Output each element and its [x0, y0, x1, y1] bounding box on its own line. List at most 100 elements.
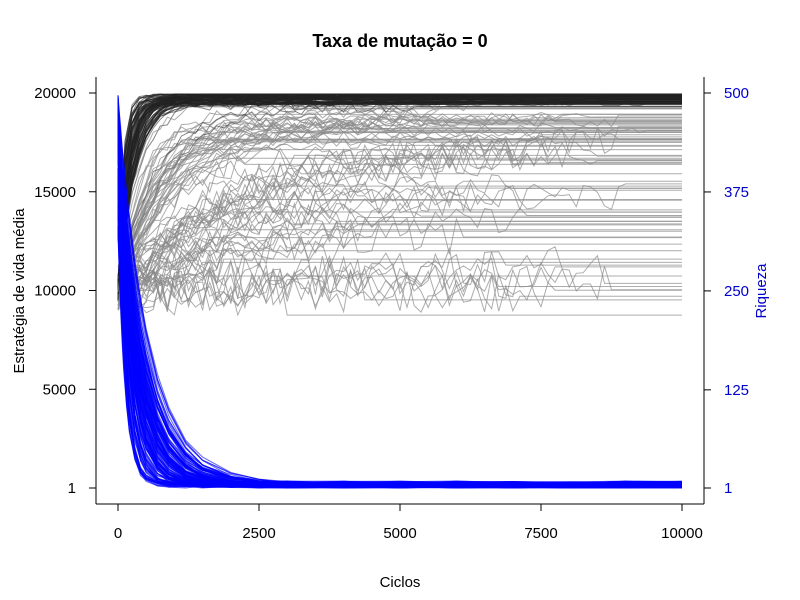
strategy-series-line [117, 273, 682, 317]
wealth-series-line [117, 97, 683, 485]
strategy-series-line [117, 147, 682, 289]
strategy-series-line [117, 250, 682, 305]
strategy-series-line [117, 251, 682, 304]
right-y-axis-ticks: 1 125 250 375 500 [704, 85, 749, 497]
strategy-series-line [117, 122, 682, 284]
wealth-series-line [117, 144, 683, 488]
strategy-series-line [117, 147, 682, 298]
right-y-tick-label: 250 [724, 283, 749, 300]
strategy-series-line [117, 121, 682, 292]
chart-title: Taxa de mutação = 0 [312, 31, 487, 51]
strategy-series-line [117, 96, 682, 295]
strategy-series-line [117, 128, 682, 288]
strategy-series-line [117, 252, 682, 318]
left-y-tick-label: 1 [68, 480, 76, 497]
wealth-series-line [117, 199, 683, 487]
wealth-series-line [117, 187, 683, 486]
left-y-tick-label: 15000 [34, 184, 76, 201]
wealth-series-line [117, 183, 683, 485]
strategy-series-line [117, 269, 682, 316]
wealth-series-line [117, 203, 683, 486]
wealth-series-line [117, 147, 683, 487]
strategy-series-line [117, 152, 682, 282]
wealth-series-line [117, 157, 683, 489]
strategy-series-line [117, 117, 682, 293]
strategy-series-line [117, 191, 682, 281]
x-tick-label: 7500 [524, 525, 557, 542]
wealth-series-line [117, 227, 683, 486]
strategy-series-line [117, 198, 682, 310]
wealth-series-line [117, 227, 683, 487]
wealth-series-group [117, 95, 683, 489]
wealth-series-line [117, 179, 683, 488]
strategy-series-line [117, 121, 682, 286]
strategy-series-line [117, 100, 682, 284]
strategy-series-line [117, 93, 682, 294]
left-y-tick-label: 20000 [34, 85, 76, 102]
strategy-series-line [117, 265, 682, 311]
strategy-series-line [117, 219, 682, 287]
wealth-series-line [117, 151, 683, 486]
wealth-series-line [117, 197, 683, 488]
strategy-series-line [117, 165, 682, 299]
strategy-series-line [117, 145, 682, 287]
x-tick-label: 0 [114, 525, 122, 542]
strategy-series-line [117, 141, 682, 290]
strategy-series-line [117, 138, 682, 281]
x-axis-label: Ciclos [380, 574, 421, 591]
strategy-series-line [117, 200, 682, 307]
wealth-series-line [117, 188, 683, 488]
strategy-series-line [117, 254, 682, 288]
wealth-series-line [117, 196, 683, 487]
strategy-series-group [117, 93, 682, 318]
x-axis-ticks: 0 2500 5000 7500 10000 [114, 504, 703, 542]
strategy-series-line [117, 259, 682, 305]
right-y-tick-label: 1 [724, 480, 732, 497]
wealth-series-line [117, 227, 683, 486]
right-y-tick-label: 125 [724, 382, 749, 399]
wealth-series-line [117, 177, 683, 489]
strategy-series-line [117, 94, 682, 283]
right-y-axis-label: Riqueza [753, 263, 770, 319]
strategy-series-line [117, 128, 682, 293]
wealth-series-line [117, 220, 683, 489]
left-y-axis-label: Estratégia de vida média [11, 208, 28, 374]
wealth-series-line [117, 189, 683, 489]
strategy-series-line [117, 239, 682, 284]
wealth-series-line [117, 188, 683, 487]
wealth-series-line [117, 180, 683, 485]
strategy-series-line [117, 121, 682, 290]
strategy-series-line [117, 111, 682, 289]
x-tick-label: 2500 [242, 525, 275, 542]
wealth-series-line [117, 129, 683, 485]
wealth-series-line [117, 119, 683, 487]
strategy-series-line [117, 121, 682, 298]
strategy-series-line [117, 143, 682, 299]
strategy-series-line [117, 229, 682, 292]
strategy-series-line [117, 112, 682, 299]
x-tick-label: 5000 [383, 525, 416, 542]
strategy-series-line [117, 141, 682, 297]
strategy-series-line [117, 215, 682, 297]
strategy-series-line [117, 136, 682, 293]
strategy-series-line [117, 217, 682, 304]
wealth-series-line [117, 156, 683, 487]
x-tick-label: 10000 [661, 525, 703, 542]
wealth-series-line [117, 224, 683, 485]
strategy-series-line [117, 98, 682, 300]
strategy-series-line [117, 147, 682, 291]
left-y-tick-label: 10000 [34, 283, 76, 300]
strategy-series-line [117, 261, 682, 311]
strategy-series-line [117, 201, 682, 301]
right-y-tick-label: 500 [724, 85, 749, 102]
strategy-series-line [117, 114, 682, 279]
wealth-series-line [117, 181, 683, 487]
right-y-tick-label: 375 [724, 184, 749, 201]
wealth-series-line [117, 157, 683, 487]
left-y-tick-label: 5000 [43, 381, 76, 398]
wealth-series-line [117, 145, 683, 487]
wealth-series-line [117, 102, 683, 486]
strategy-series-line [117, 104, 682, 295]
